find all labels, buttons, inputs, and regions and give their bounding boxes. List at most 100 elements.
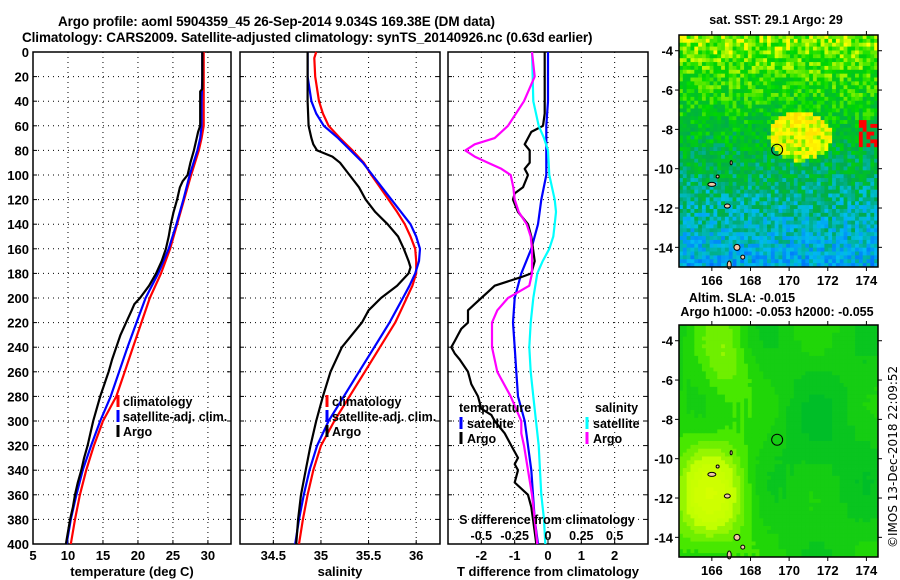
map-cell: [862, 243, 867, 249]
map-cell: [755, 413, 760, 419]
map-cell: [751, 212, 756, 218]
map-cell: [847, 54, 852, 59]
map-cell: [763, 398, 768, 403]
map-cell: [874, 112, 879, 117]
map-cell: [690, 243, 695, 249]
map-cell: [782, 433, 787, 438]
map-cell: [721, 332, 726, 337]
map-cell: [874, 259, 879, 264]
map-cell: [843, 65, 848, 71]
map-cell: [862, 394, 867, 399]
map-cell: [705, 239, 711, 245]
map-cell: [851, 325, 856, 330]
map-cell: [789, 352, 795, 357]
map-cell: [778, 367, 783, 372]
map-cell: [789, 228, 795, 233]
map-cell: [839, 209, 844, 214]
map-cell: [851, 390, 856, 395]
map-cell: [797, 390, 802, 395]
map-cell: [721, 352, 726, 357]
map-cell: [843, 174, 848, 179]
map-cell: [809, 375, 814, 380]
map-cell: [809, 394, 814, 399]
map-cell: [774, 135, 779, 140]
map-cell: [717, 255, 722, 260]
map-cell: [816, 425, 821, 430]
map-cell: [690, 355, 695, 361]
map-cell: [736, 104, 741, 109]
map-cell: [786, 359, 791, 365]
map-cell: [820, 96, 825, 102]
map-cell: [709, 143, 714, 148]
map-cell: [728, 205, 733, 210]
map-cell: [824, 367, 829, 372]
map-cell: [682, 139, 688, 144]
map-cell: [816, 85, 821, 90]
argo-position-marker: [771, 143, 784, 156]
map-cell: [698, 197, 703, 202]
map-cell: [835, 42, 841, 47]
map-cell: [740, 50, 745, 55]
map-cell: [847, 328, 852, 334]
map-cell: [809, 402, 814, 407]
map-ytick-label: -8: [661, 122, 673, 137]
map-cell: [797, 348, 802, 353]
map-cell: [705, 216, 711, 221]
map-cell: [717, 433, 722, 438]
map-cell: [789, 108, 795, 113]
map-cell: [740, 359, 745, 365]
map-cell: [828, 100, 833, 105]
map-cell: [851, 189, 856, 194]
map-cell: [694, 35, 699, 40]
map-cell: [862, 413, 867, 419]
map-cell: [843, 85, 848, 90]
map-cell: [763, 386, 768, 392]
map-cell: [862, 193, 867, 198]
map-cell: [724, 143, 730, 148]
map-cell: [717, 228, 722, 233]
map-cell: [816, 220, 821, 225]
map-cell: [855, 93, 860, 98]
island-shape: [740, 254, 746, 260]
map-cell: [759, 38, 764, 44]
map-cell: [843, 255, 848, 260]
map-cell: [682, 251, 688, 256]
map-cell: [767, 197, 772, 202]
map-cell: [782, 89, 787, 94]
map-cell: [862, 216, 867, 221]
map-cell: [690, 251, 695, 256]
map-cell: [789, 348, 795, 353]
map-cell: [855, 209, 860, 214]
map-cell: [778, 390, 783, 395]
map-cell: [709, 81, 714, 86]
map-cell: [805, 135, 810, 140]
map-cell: [686, 197, 691, 202]
map-cell: [797, 421, 802, 426]
map-cell: [774, 120, 779, 125]
map-cell: [847, 220, 852, 225]
map-cell: [747, 263, 753, 268]
map-cell: [728, 355, 733, 361]
map-cell: [832, 193, 837, 198]
map-cell: [774, 50, 779, 55]
map-cell: [843, 247, 848, 252]
map-cell: [793, 224, 799, 229]
map-cell: [705, 325, 711, 330]
map-cell: [694, 139, 699, 144]
map-cell: [847, 197, 852, 202]
map-cell: [820, 89, 825, 94]
map-cell: [862, 224, 867, 229]
map-cell: [820, 123, 825, 129]
map-cell: [767, 417, 772, 423]
map-cell: [778, 96, 783, 102]
map-cell: [862, 236, 867, 241]
map-cell: [805, 433, 810, 438]
map-cell: [690, 216, 695, 221]
map-cell: [751, 390, 756, 395]
map-cell: [812, 348, 818, 353]
map-cell: [797, 158, 802, 163]
map-cell: [747, 35, 753, 40]
map-cell: [751, 189, 756, 194]
map-cell: [694, 325, 699, 330]
map-cell: [744, 46, 749, 51]
